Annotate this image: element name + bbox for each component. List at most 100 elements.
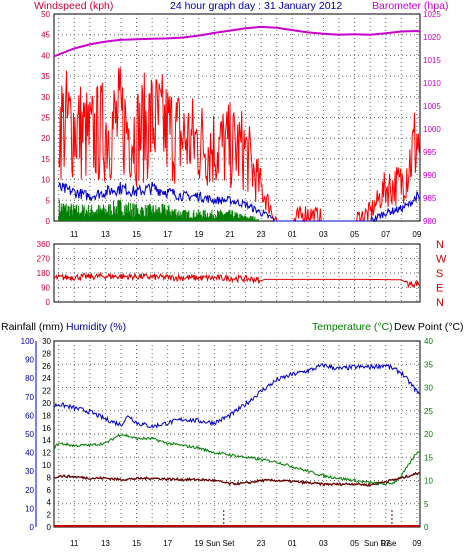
sunset-axis-label: Sun Set (206, 539, 235, 548)
direction-series (53, 271, 420, 289)
barometer-y-tick: 1010 (423, 79, 441, 88)
wind-x-tick: 19 (194, 230, 203, 239)
barometer-y-tick: 1015 (423, 56, 441, 65)
compass-label: N (436, 297, 444, 309)
humidity-y-tick: 18 (42, 411, 51, 420)
direction-y-tick: 270 (37, 255, 51, 264)
humidity-y-tick: 14 (42, 436, 51, 445)
barometer-y-tick: 980 (423, 217, 437, 226)
wind-y-tick: 20 (41, 134, 50, 143)
temp-y-tick: 15 (424, 453, 433, 462)
temp-y-tick: 40 (424, 337, 433, 346)
wind-y-tick: 5 (46, 196, 51, 205)
direction-plot-frame (53, 243, 421, 303)
wind-x-tick: 23 (257, 230, 266, 239)
rain-y-tick: 50 (25, 430, 34, 439)
temp-x-tick: 13 (101, 539, 110, 548)
humidity-y-tick: 4 (47, 498, 52, 507)
temp-y-tick: 20 (424, 430, 433, 439)
temp-y-tick: 0 (424, 523, 429, 532)
humidity-y-tick: 20 (42, 399, 51, 408)
temp-x-tick: 03 (319, 539, 328, 548)
temp-x-tick: 05 (350, 539, 359, 548)
compass-label: E (436, 283, 443, 295)
temp-x-tick: 19 (194, 539, 203, 548)
chart-title: 24 hour graph day : 31 January 2012 (170, 0, 342, 12)
rain-y-tick: 20 (25, 486, 34, 495)
temp-x-tick: 07 (381, 539, 390, 548)
humidity-y-tick: 28 (42, 349, 51, 358)
temp-y-tick: 5 (424, 500, 429, 509)
humidity-y-tick: 2 (47, 511, 52, 520)
wind-y-tick: 25 (41, 114, 50, 123)
rainfall-axis-title: Rainfall (mm) (1, 321, 63, 333)
humidity-y-tick: 24 (42, 374, 51, 383)
temp-y-tick: 35 (424, 360, 433, 369)
barometer-y-tick: 985 (423, 194, 437, 203)
barometer-y-tick: 990 (423, 171, 437, 180)
temp-y-tick: 25 (424, 407, 433, 416)
temperature-axis-title: Temperature (°C) (312, 321, 393, 333)
temp-x-tick: 09 (412, 539, 421, 548)
humidity-y-tick: 22 (42, 387, 51, 396)
wind-x-tick: 15 (132, 230, 141, 239)
direction-y-tick: 180 (37, 269, 51, 278)
humidity-y-tick: 6 (47, 486, 52, 495)
humidity-y-tick: 26 (42, 362, 51, 371)
wind-x-tick: 13 (101, 230, 110, 239)
rain-y-tick: 40 (25, 449, 34, 458)
temp-x-tick: 15 (132, 539, 141, 548)
rain-y-tick: 0 (30, 523, 35, 532)
wind-x-tick: 05 (350, 230, 359, 239)
temp-x-tick: 11 (70, 539, 79, 548)
compass-label: N (436, 239, 444, 251)
wind-y-tick: 50 (41, 10, 50, 19)
rain-y-tick: 80 (25, 374, 34, 383)
wind-x-tick: 01 (288, 230, 297, 239)
humidity-series (53, 362, 420, 429)
barometer-y-tick: 1025 (423, 10, 441, 19)
rain-y-tick: 30 (25, 467, 34, 476)
rain-y-tick: 60 (25, 411, 34, 420)
direction-y-tick: 0 (46, 298, 51, 307)
wind-y-tick: 15 (41, 155, 50, 164)
barometer-y-tick: 1005 (423, 102, 441, 111)
temp-x-tick: 17 (163, 539, 172, 548)
wind-y-tick: 40 (41, 51, 50, 60)
humidity-y-tick: 8 (47, 473, 52, 482)
average-series (58, 181, 420, 223)
wind-x-tick: 21 (226, 230, 235, 239)
temp-x-tick: 23 (257, 539, 266, 548)
temp-plot-frame (53, 340, 421, 528)
wind-y-tick: 35 (41, 72, 50, 81)
wind-x-tick: 17 (163, 230, 172, 239)
humidity-y-tick: 30 (42, 337, 51, 346)
rain-y-tick: 100 (21, 337, 35, 346)
humidity-y-tick: 10 (42, 461, 51, 470)
barometer-series (53, 25, 421, 58)
dewpoint-series (53, 471, 420, 488)
rain-y-tick: 10 (25, 504, 34, 513)
temp-x-tick: 01 (288, 539, 297, 548)
humidity-y-tick: 0 (47, 523, 52, 532)
temp-y-tick: 10 (424, 477, 433, 486)
wind-x-tick: 03 (319, 230, 328, 239)
sunrise-axis-label: Sun Rise (364, 539, 397, 548)
direction-y-tick: 360 (37, 240, 51, 249)
rain-y-tick: 90 (25, 356, 34, 365)
barometer-y-tick: 1020 (423, 33, 441, 42)
wind-x-tick: 07 (381, 230, 390, 239)
gust-series (58, 67, 420, 223)
barometer-axis-title: Barometer (hpa) (372, 0, 448, 12)
wind-y-tick: 0 (46, 217, 51, 226)
wind-y-tick: 45 (41, 31, 50, 40)
wind-y-tick: 30 (41, 93, 50, 102)
direction-y-tick: 90 (41, 284, 50, 293)
dewpoint-axis-title: Dew Point (°C) (394, 321, 464, 333)
compass-label: W (436, 254, 447, 266)
barometer-y-tick: 995 (423, 148, 437, 157)
chart-marks: 0510152025303540455098098599099510001005… (21, 10, 447, 548)
temperature-series (53, 433, 420, 487)
wind-x-tick: 09 (412, 230, 421, 239)
